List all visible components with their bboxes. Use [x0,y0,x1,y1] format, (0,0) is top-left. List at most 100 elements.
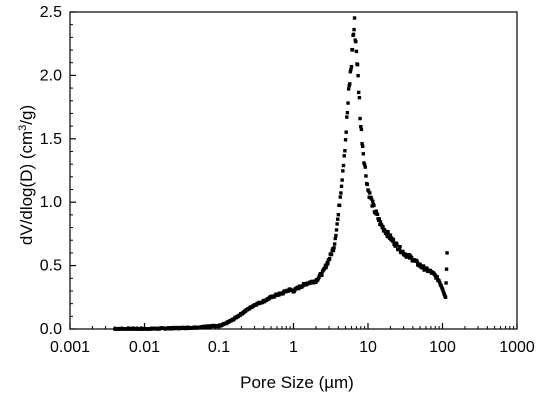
data-point [343,149,347,153]
data-point [358,116,362,121]
data-point [444,267,449,271]
data-point [340,178,344,182]
data-point [375,212,380,217]
x-axis-title: Pore Size (µm) [240,373,354,392]
data-point [339,184,344,188]
data-point [348,70,353,74]
y-axis-title: dV/dlog(D) (cm3/g) [17,105,36,245]
data-point [381,225,385,229]
x-tick-label: 1000 [499,339,535,356]
data-point [445,251,449,255]
data-point [349,67,353,72]
data-point [435,275,439,279]
data-point [377,217,382,221]
data-point [363,165,367,169]
data-point [354,49,359,54]
data-point [368,191,372,195]
data-point [346,101,350,105]
data-point [334,233,338,238]
data-point [421,264,426,268]
data-point [361,152,366,156]
data-point [398,245,402,249]
data-point [314,280,318,284]
data-point [425,267,429,271]
data-point [391,237,396,242]
x-tick-label: 10 [359,339,377,356]
y-tick-label: 1.0 [40,194,62,211]
data-point [326,261,330,266]
data-point [386,229,390,234]
data-point [346,87,351,91]
data-point [345,110,350,115]
data-point [345,115,349,119]
data-point [360,144,365,148]
plot-border [69,11,518,330]
data-point [351,32,356,37]
y-axis-title-main: dV/dlog(D) (cm [17,131,36,245]
data-point [359,127,364,132]
data-point [324,265,328,270]
data-point [415,259,419,264]
data-point [385,232,389,236]
data-point [357,95,362,100]
data-point [443,295,448,300]
data-point [409,255,414,260]
data-point [418,262,422,267]
data-point [349,64,354,69]
data-point [320,273,324,277]
data-point [334,228,339,232]
data-point [332,246,336,250]
data-point [366,189,371,193]
data-point [338,195,342,199]
data-point [350,48,355,52]
data-point [355,62,360,67]
data-point [356,90,361,95]
data-point [332,242,337,246]
plot-frame [69,11,518,330]
data-point [333,236,337,241]
data-point [342,154,346,158]
data-point [378,220,383,224]
data-point [393,244,397,248]
data-point [352,16,357,20]
data-point [327,256,332,261]
data-point [352,27,356,32]
y-axis-title-unit: /g) [17,105,36,125]
data-point [384,229,388,234]
data-point [344,130,348,134]
y-axis-title-superscript: 3 [17,125,29,131]
data-point [343,138,348,142]
data-point [365,182,370,187]
data-point [336,212,341,217]
data-point [341,163,346,168]
data-point [385,234,390,239]
data-point [356,73,360,78]
x-tick-label: 0.01 [129,339,160,356]
y-tick-label: 0.5 [40,258,62,275]
data-point [329,252,334,257]
data-point [337,203,342,208]
x-tick-label: 100 [429,339,456,356]
x-tick-label: 0.001 [50,339,90,356]
y-tick-label: 2.5 [40,4,62,21]
data-point [362,162,367,167]
data-point [397,247,402,252]
y-tick-label: 2.0 [40,67,62,84]
data-point [404,255,409,259]
data-point [394,241,399,245]
data-point [444,281,448,285]
data-point [441,289,445,293]
data-point [440,287,445,291]
data-point [369,197,374,201]
data-point [301,283,305,288]
data-point [359,124,363,129]
data-point [364,174,368,178]
data-point [438,280,442,285]
data-point [374,209,379,213]
data-point [335,222,339,226]
x-tick-label: 1 [289,339,298,356]
x-tick-label: 0.1 [208,339,230,356]
data-point [348,82,352,86]
